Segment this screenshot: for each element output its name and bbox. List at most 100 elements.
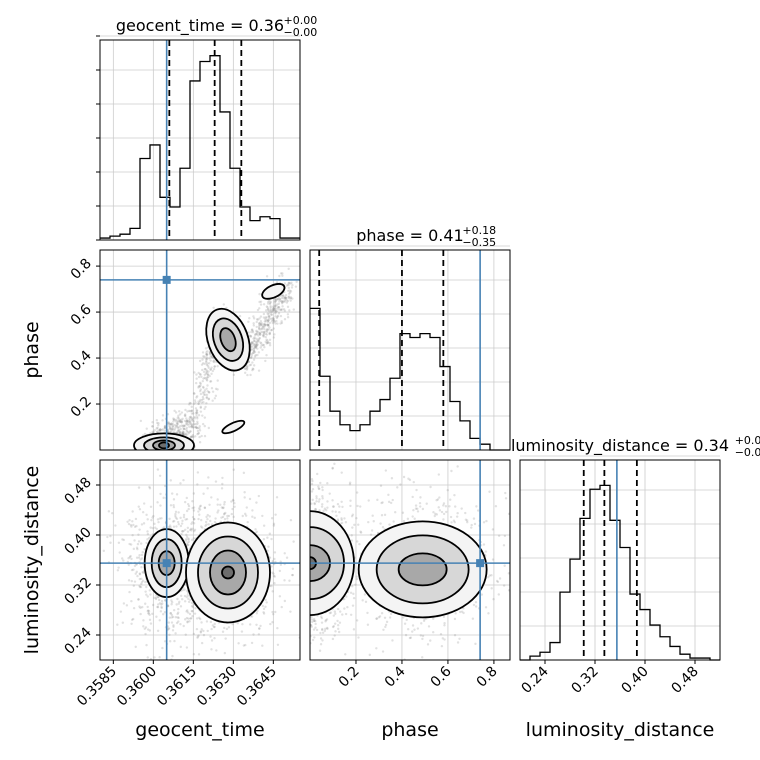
sample-point — [183, 600, 187, 603]
sample-point — [175, 418, 178, 421]
sample-point — [252, 339, 256, 343]
sample-point — [366, 623, 370, 626]
sample-point — [383, 513, 387, 517]
sample-point — [276, 298, 280, 301]
sample-point — [462, 611, 465, 615]
sample-point — [184, 420, 188, 424]
sample-point — [159, 450, 161, 452]
sample-point — [198, 513, 201, 516]
sample-point — [197, 510, 200, 513]
sample-point — [474, 642, 477, 646]
sample-point — [262, 335, 265, 338]
sample-point — [159, 610, 163, 613]
sample-point — [203, 416, 207, 419]
sample-point — [155, 418, 159, 422]
sample-point — [233, 505, 236, 508]
y-tick-label: 0.8 — [68, 256, 95, 283]
sample-point — [199, 617, 202, 621]
contour-level — [221, 565, 235, 580]
sample-point — [203, 373, 206, 376]
sample-point — [349, 591, 353, 595]
sample-point — [190, 617, 193, 620]
sample-point — [252, 349, 256, 353]
sample-point — [188, 528, 192, 532]
sample-point — [213, 625, 216, 628]
sample-point — [193, 422, 196, 426]
sample-point — [421, 507, 425, 511]
sample-point — [179, 430, 182, 434]
sample-point — [147, 612, 150, 615]
sample-point — [265, 342, 268, 345]
sample-point — [170, 599, 173, 602]
sample-point — [208, 357, 211, 360]
sample-point — [190, 416, 193, 419]
truth-marker — [476, 559, 485, 568]
sample-point — [325, 618, 329, 621]
sample-point — [214, 480, 218, 483]
sample-point — [475, 505, 478, 508]
sample-point — [392, 520, 395, 523]
sample-point — [328, 492, 331, 495]
sample-point — [283, 295, 286, 299]
sample-point — [281, 294, 285, 297]
sample-point — [195, 409, 199, 412]
sample-point — [464, 511, 467, 515]
sample-point — [313, 636, 316, 639]
sample-point — [209, 368, 212, 371]
sample-point — [262, 334, 265, 337]
sample-point — [203, 355, 206, 358]
sample-point — [205, 357, 209, 361]
sample-point — [421, 637, 424, 641]
sample-point — [336, 619, 339, 623]
sample-point — [286, 299, 290, 303]
sample-point — [145, 513, 148, 517]
sample-point — [173, 428, 176, 431]
sample-point — [254, 332, 257, 336]
sample-point — [193, 612, 197, 615]
sample-point — [326, 627, 329, 630]
sample-point — [241, 622, 244, 626]
sample-point — [172, 498, 176, 501]
sample-point — [323, 629, 327, 633]
sample-point — [195, 373, 198, 376]
sample-point — [157, 603, 160, 606]
sample-point — [312, 628, 316, 631]
sample-point — [503, 564, 506, 567]
sample-point — [466, 521, 469, 524]
sample-point — [284, 296, 287, 299]
sample-point — [258, 336, 262, 340]
sample-point — [157, 429, 160, 432]
sample-point — [274, 311, 277, 314]
sample-point — [276, 306, 280, 309]
sample-point — [220, 516, 223, 519]
sample-point — [249, 356, 253, 360]
sample-point — [157, 598, 161, 602]
sample-point — [205, 515, 208, 519]
x-tick-label: 0.3600 — [114, 664, 160, 710]
sample-point — [258, 322, 261, 325]
sample-point — [331, 637, 335, 641]
sample-point — [197, 400, 200, 403]
sample-point — [160, 428, 163, 432]
y-axis-label-phase: phase — [21, 321, 43, 378]
sample-point — [176, 429, 180, 432]
sample-point — [185, 535, 189, 539]
sample-point — [175, 422, 179, 425]
sample-point — [177, 620, 180, 623]
sample-point — [122, 538, 125, 542]
sample-point — [170, 492, 174, 495]
sample-point — [209, 359, 212, 362]
sample-point — [273, 309, 277, 313]
sample-point — [138, 572, 142, 575]
sample-point — [147, 612, 150, 615]
sample-point — [345, 595, 348, 598]
sample-point — [289, 290, 293, 293]
sample-point — [405, 618, 408, 622]
sample-point — [436, 498, 440, 501]
sample-point — [407, 477, 410, 480]
sample-point — [315, 495, 318, 498]
sample-point — [259, 324, 262, 327]
sample-point — [181, 598, 184, 601]
sample-point — [253, 350, 257, 354]
sample-point — [320, 628, 324, 632]
